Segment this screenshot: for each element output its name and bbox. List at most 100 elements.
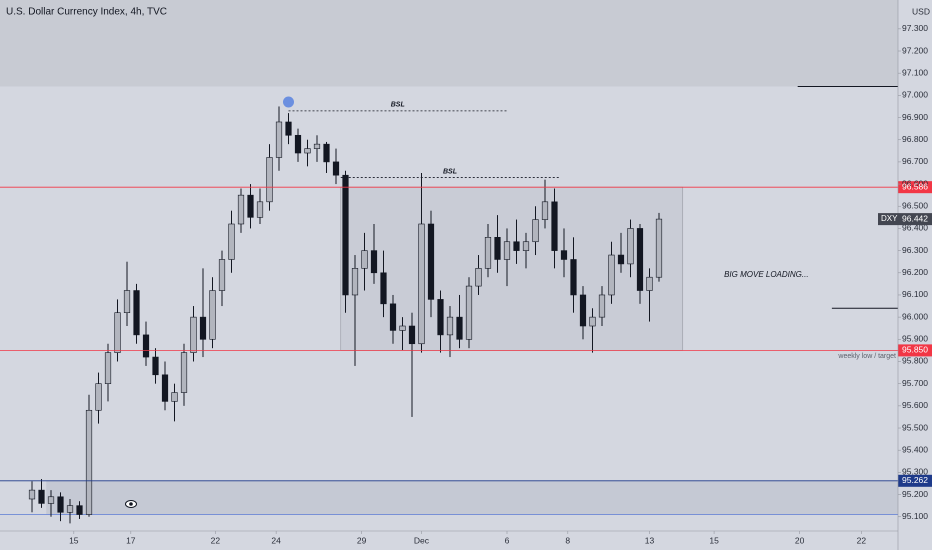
y-tick-label: 96.500	[902, 201, 928, 211]
candle-body	[513, 241, 520, 251]
candle-body	[399, 325, 406, 331]
candle-body	[266, 157, 273, 203]
candle-body	[275, 121, 283, 158]
bsl-label: BSL	[443, 168, 457, 175]
candle-body	[503, 241, 511, 260]
x-tick-label: 22	[211, 535, 221, 545]
candle-body	[627, 228, 634, 265]
candle-body	[47, 496, 55, 504]
candle-body	[133, 290, 140, 336]
candle-body	[408, 325, 416, 345]
y-tick-label: 97.200	[902, 45, 928, 55]
candle-body	[28, 489, 36, 500]
eye-icon	[125, 500, 137, 508]
candle-body	[256, 201, 264, 218]
x-tick-label: Dec	[414, 535, 430, 545]
bsl-label: BSL	[391, 102, 405, 109]
candle-body	[351, 268, 359, 296]
candle-body	[617, 254, 625, 265]
candle-body	[598, 294, 606, 318]
candle-body	[342, 174, 349, 296]
level-note: weekly low / target	[837, 353, 896, 360]
candle-body	[494, 236, 501, 260]
x-tick-label: 8	[565, 535, 570, 545]
x-tick-label: 15	[709, 535, 719, 545]
candle-body	[636, 228, 644, 291]
candle-body	[418, 223, 425, 345]
candle-body	[95, 383, 102, 411]
candle-body	[475, 268, 482, 287]
y-tick-label: 95.800	[902, 356, 928, 366]
symbol-label: DXY	[881, 214, 898, 223]
candle-body	[541, 201, 549, 220]
y-tick-label: 95.600	[902, 400, 928, 410]
candle-body	[180, 352, 188, 393]
candle-body	[228, 223, 235, 260]
candle-body	[199, 316, 207, 340]
top-zone	[0, 0, 898, 87]
chart-title: U.S. Dollar Currency Index, 4h, TVC	[6, 7, 167, 18]
candle-body	[484, 236, 492, 269]
candle-body	[285, 121, 292, 136]
level-label: 96.586	[902, 181, 928, 191]
candle-body	[332, 161, 340, 176]
candle-body	[209, 290, 216, 340]
candle-body	[304, 148, 311, 154]
candle-body	[570, 259, 577, 296]
range-box	[340, 186, 684, 351]
candle-body	[646, 276, 653, 291]
candle-body	[465, 285, 473, 340]
currency: USD	[912, 6, 930, 16]
candle-body	[66, 505, 74, 513]
y-tick-label: 95.400	[902, 444, 928, 454]
candle-body	[190, 316, 197, 353]
candle-body	[456, 316, 463, 340]
price-axis: 95.100 95.200 95.300 95.400 95.500 95.600 95.7…	[69, 23, 928, 545]
last-price-badge	[878, 213, 932, 226]
x-tick-label: 24	[271, 535, 281, 545]
candle-body	[114, 312, 121, 353]
level-badge	[898, 474, 932, 487]
candle-body	[218, 259, 226, 291]
y-tick-label: 96.100	[902, 289, 928, 299]
level-label: 95.262	[902, 475, 928, 485]
candle-body	[551, 201, 558, 251]
annotation: BIG MOVE LOADING...	[724, 270, 808, 279]
last-price-label: 96.442	[902, 213, 928, 223]
candle-body	[361, 250, 368, 269]
x-tick-label: 17	[126, 535, 136, 545]
candle-body	[655, 218, 663, 278]
candle-body	[323, 143, 330, 163]
low-zone	[46, 480, 899, 515]
candle-body	[427, 223, 435, 300]
candle-body	[237, 194, 245, 225]
candle-body	[313, 143, 321, 149]
x-tick-label: 29	[357, 535, 367, 545]
candle-body	[104, 352, 112, 384]
candle-body	[38, 489, 45, 504]
y-tick-label: 95.100	[902, 511, 928, 521]
y-tick-label: 97.000	[902, 90, 928, 100]
y-tick-label: 96.900	[902, 112, 928, 122]
candle-body	[76, 505, 83, 515]
level-badge	[898, 181, 932, 194]
y-tick-label: 96.800	[902, 134, 928, 144]
candle-body	[437, 299, 444, 336]
candle-body	[142, 334, 150, 358]
candle-body	[579, 294, 587, 327]
y-tick-label: 95.300	[902, 467, 928, 477]
x-tick-label: 22	[857, 535, 867, 545]
y-tick-label: 96.300	[902, 245, 928, 255]
candle-body	[85, 409, 93, 515]
y-tick-label: 96.200	[902, 267, 928, 277]
candle-body	[123, 290, 131, 314]
candle-body	[608, 254, 615, 296]
candle-body	[57, 496, 64, 513]
candle-body	[171, 392, 178, 402]
x-tick-label: 20	[795, 535, 805, 545]
candle-body	[161, 374, 169, 402]
y-tick-label: 95.200	[902, 489, 928, 499]
y-tick-label: 96.600	[902, 178, 928, 188]
candle-body	[294, 134, 302, 154]
marker	[283, 96, 295, 108]
